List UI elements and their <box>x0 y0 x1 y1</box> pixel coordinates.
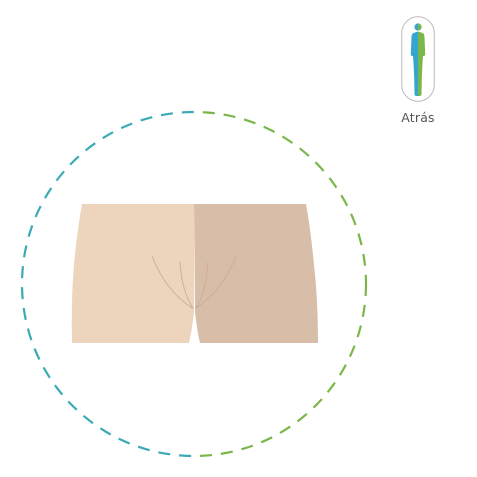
back-button[interactable]: Atrás <box>394 16 446 128</box>
groin-left-half[interactable] <box>71 204 194 343</box>
groin-right-half[interactable] <box>194 204 318 343</box>
groin-region[interactable] <box>71 204 318 343</box>
dashed-circle-right <box>194 110 368 458</box>
groin-crease-lines <box>151 255 237 309</box>
back-button-label: Atrás <box>401 110 435 125</box>
body-front-back-icon <box>401 16 435 102</box>
